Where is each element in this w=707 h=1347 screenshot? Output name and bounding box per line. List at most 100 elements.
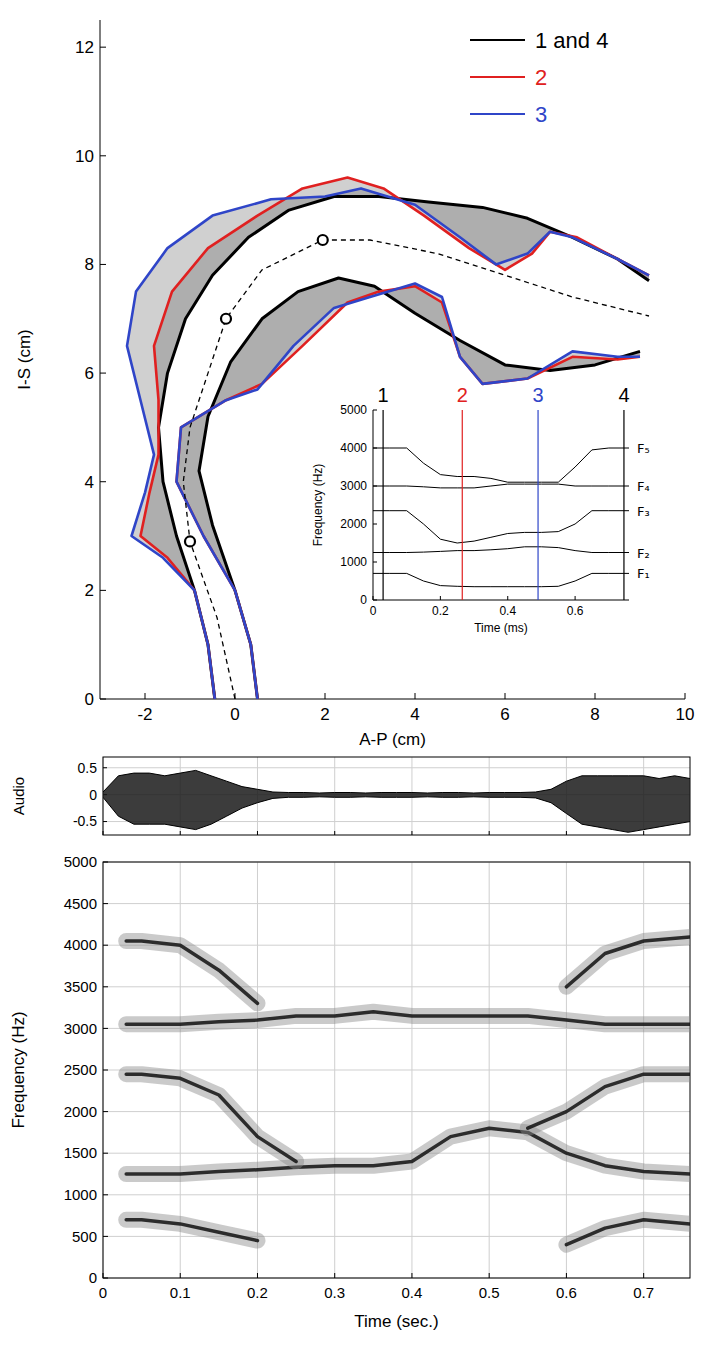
x-tick [440,596,441,600]
x-tick [257,831,258,835]
event-line [537,410,538,600]
y-axis-title: I-S (cm) [15,329,34,389]
x-tick [507,596,508,600]
formant-label: F₃ [637,504,650,519]
x-tick [415,693,416,699]
y-tick [100,699,106,700]
contour [159,197,650,700]
y-tick [100,47,106,48]
y-tick-label: 8 [85,255,94,274]
inset-background [371,410,631,600]
x-tick [411,831,412,835]
formant-label: F₂ [637,546,650,561]
grid-line [103,1070,690,1071]
x-tick-label: 0.6 [567,604,584,618]
y-tick-label: 5000 [64,853,97,870]
x-tick-label: 0.3 [324,1284,345,1301]
y-tick [103,903,108,904]
y-axis-title: Audio [10,777,27,815]
y-tick-label: 0 [89,787,97,803]
x-axis-title: A-P (cm) [359,730,426,749]
grid-line [103,1111,690,1112]
y-tick [100,155,106,156]
y-tick [103,1236,108,1237]
legend-label: 2 [535,65,547,90]
legend-label: 3 [535,102,547,127]
y-tick-label: 10 [75,147,94,166]
y-tick-label: -0.5 [73,813,97,829]
x-tick [566,1273,567,1278]
marker [185,536,195,546]
y-tick [103,1153,108,1154]
x-axis-title: Time (ms) [474,621,528,635]
centerline [183,240,649,699]
y-tick [103,986,108,987]
x-axis-line [373,600,629,601]
marker [318,235,328,245]
x-tick [575,596,576,600]
x-tick-label: 0 [99,1284,107,1301]
legend-swatch [470,113,525,115]
x-tick-label: 6 [500,705,509,724]
event-line [383,410,384,600]
formant-band [126,1128,690,1174]
x-tick [103,831,104,835]
y-tick-label: 1000 [340,555,367,569]
y-tick-label: 2000 [64,1103,97,1120]
formant-band [126,1074,690,1161]
waveform-fill [103,770,690,832]
y-tick [103,821,107,822]
x-tick [643,1273,644,1278]
x-tick [373,596,374,600]
y-tick-label: 3000 [340,479,367,493]
events: 1234 [378,384,630,600]
x-tick [505,693,506,699]
axes: -20246810024681012A-P (cm)I-S (cm) [15,20,694,749]
formant-track [126,937,690,1004]
figure: -20246810024681012A-P (cm)I-S (cm)1 and … [0,0,707,1347]
formant-line [373,484,629,488]
waveform-envelope [103,797,690,833]
y-tick-label: 500 [72,1228,97,1245]
legend: 1 and 423 [470,28,608,127]
contour [127,188,649,699]
y-tick-label: 4000 [340,441,367,455]
y-tick-label: 4500 [64,895,97,912]
y-tick [100,590,106,591]
x-tick [180,831,181,835]
plot-frame [103,757,690,835]
plot-area [127,178,649,700]
x-tick [566,831,567,835]
formant-label: F₅ [637,441,650,456]
grid-line [103,767,690,768]
x-tick-label: 0 [230,705,239,724]
formant-track [126,1012,690,1024]
x-tick-label: 0.5 [479,1284,500,1301]
y-tick-label: 3500 [64,978,97,995]
y-tick [373,410,377,411]
formant-track [126,1128,690,1174]
formant-band [126,1012,690,1024]
grid-line [103,986,690,987]
y-tick-label: 2000 [340,517,367,531]
x-axis-title: Time (sec.) [354,1312,438,1331]
y-tick [373,600,377,601]
formant-track [126,1220,690,1245]
event-label: 2 [457,384,468,406]
x-tick-label: 0 [370,604,377,618]
x-tick [334,831,335,835]
y-tick [373,562,377,563]
formant-labels: F₁F₂F₃F₄F₅ [637,441,650,581]
y-tick [373,524,377,525]
x-tick-label: 0.7 [633,1284,654,1301]
y-tick-label: 0 [85,690,94,709]
y-tick-label: 0.5 [78,760,98,776]
event-label: 1 [378,384,389,406]
x-tick [643,831,644,835]
y-tick [103,945,108,946]
x-tick [257,1273,258,1278]
event-line [462,410,463,600]
plot-area [126,937,690,1245]
formant-line [373,573,629,586]
plot-area [103,770,690,832]
